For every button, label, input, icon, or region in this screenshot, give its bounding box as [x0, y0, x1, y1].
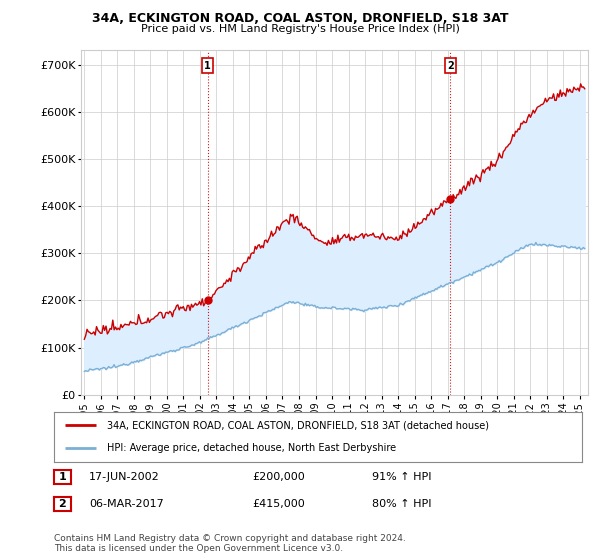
Text: 80% ↑ HPI: 80% ↑ HPI [372, 499, 431, 509]
Text: 2: 2 [59, 499, 66, 509]
Text: Price paid vs. HM Land Registry's House Price Index (HPI): Price paid vs. HM Land Registry's House … [140, 24, 460, 34]
Text: 06-MAR-2017: 06-MAR-2017 [89, 499, 164, 509]
Text: HPI: Average price, detached house, North East Derbyshire: HPI: Average price, detached house, Nort… [107, 444, 396, 454]
Text: 91% ↑ HPI: 91% ↑ HPI [372, 472, 431, 482]
Text: 1: 1 [204, 61, 211, 71]
Text: 2: 2 [447, 61, 454, 71]
Text: 17-JUN-2002: 17-JUN-2002 [89, 472, 160, 482]
Text: 34A, ECKINGTON ROAD, COAL ASTON, DRONFIELD, S18 3AT: 34A, ECKINGTON ROAD, COAL ASTON, DRONFIE… [92, 12, 508, 25]
Text: 34A, ECKINGTON ROAD, COAL ASTON, DRONFIELD, S18 3AT (detached house): 34A, ECKINGTON ROAD, COAL ASTON, DRONFIE… [107, 420, 489, 430]
Text: 1: 1 [59, 472, 66, 482]
Text: Contains HM Land Registry data © Crown copyright and database right 2024.
This d: Contains HM Land Registry data © Crown c… [54, 534, 406, 553]
Text: £200,000: £200,000 [252, 472, 305, 482]
Text: £415,000: £415,000 [252, 499, 305, 509]
